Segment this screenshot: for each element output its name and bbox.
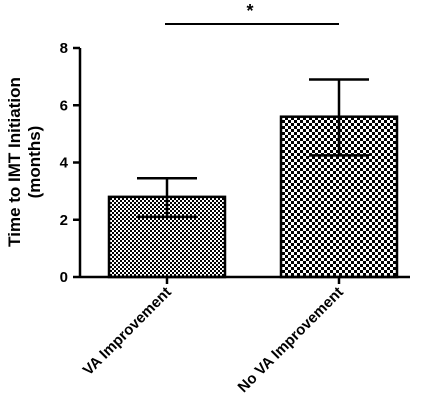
significance-annotation: * xyxy=(165,1,339,25)
bars-group xyxy=(107,115,399,279)
y-tick-label-3: 6 xyxy=(60,97,68,114)
y-tick-label-0: 0 xyxy=(60,269,68,286)
y-tick-label-2: 4 xyxy=(60,155,69,172)
category-label-0: VA Improvement xyxy=(80,284,175,379)
error-bars-group xyxy=(137,78,369,219)
y-axis-title-line1: Time to IMT Initiation xyxy=(5,77,24,247)
x-axis xyxy=(80,275,410,284)
y-tick-label-1: 2 xyxy=(60,212,68,229)
significance-star: * xyxy=(246,1,253,21)
y-axis-title-line2: (months) xyxy=(25,126,44,199)
y-axis: 0 2 4 6 8 xyxy=(60,40,82,286)
category-label-1: No VA Improvement xyxy=(235,284,347,396)
category-labels: VA Improvement No VA Improvement xyxy=(80,284,347,396)
y-axis-title: Time to IMT Initiation (months) xyxy=(5,77,44,247)
y-tick-label-4: 8 xyxy=(60,40,68,57)
